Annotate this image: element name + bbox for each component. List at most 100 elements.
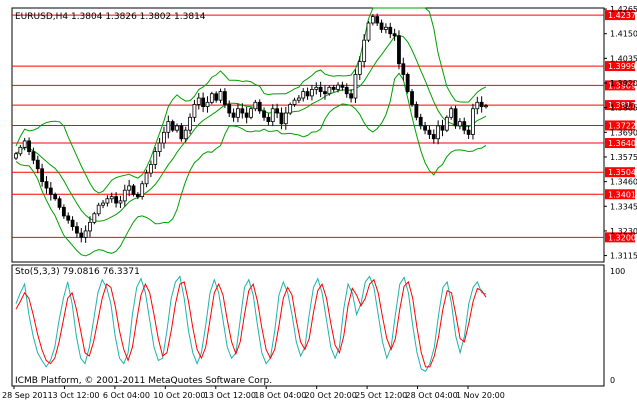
candle-body [166,121,171,133]
candle-body [53,194,58,200]
time-tick-label: 10 Oct 20:00 [153,391,205,400]
hline-tag-label: 1.3640 [608,139,636,148]
candle-body [423,125,427,131]
price-tick-label: 1.3115 [610,252,637,261]
hline-tag-label: 1.3999 [608,62,636,71]
time-tick-label: 6 Oct 04:00 [103,391,150,400]
candle-body [449,108,454,118]
time-tick-label: 28 Sep 2011 [2,391,53,400]
candle-body [340,84,345,88]
candle-body [83,230,88,238]
candle-body [227,104,232,114]
candle-body [149,164,153,174]
candles-layer [14,13,488,243]
candle-body [135,194,140,198]
candle-body [118,200,123,204]
candle-body [222,91,227,105]
hline-tag-label: 1.3909 [608,81,636,90]
candle-body [384,26,388,30]
candle-body [153,151,158,165]
horizontal-lines-layer: 1.4237 1.3999 1.3909 1.3817 1.3722 1.3640 1.35… [12,10,636,243]
candle-body [357,61,362,75]
stochastic-header: Sto(5,3,3) 79.0816 76.3371 [15,267,140,277]
candle-body [479,101,484,107]
candle-body [436,125,441,140]
candle-body [275,108,280,114]
time-tick-label: 20 Oct 20:00 [305,391,357,400]
candle-body [370,16,375,24]
candle-body [35,159,40,170]
candle-body [162,131,166,144]
candle-body [305,91,310,97]
candle-body [327,86,332,95]
candle-body [236,108,240,118]
candle-body [270,108,275,123]
time-tick-label: 1 Nov 20:00 [456,391,505,400]
time-axis: 28 Sep 2011 3 Oct 12:00 6 Oct 04:00 10 Oct … [2,386,505,400]
price-tick-label: 1.4150 [610,30,637,39]
candle-body [253,101,258,110]
candle-body [175,125,179,131]
time-tick-label: 25 Oct 12:00 [355,391,407,400]
candle-body [40,168,45,183]
candle-body [22,140,27,148]
candle-body [44,181,49,189]
candle-body [362,39,367,62]
candle-body [66,215,71,221]
candle-body [471,108,475,135]
hline-tag [605,10,635,21]
hline-tag-label: 1.3504 [608,168,636,177]
price-tick-label: 1.3460 [610,178,637,187]
candle-body [75,226,79,234]
candle-body [96,204,101,215]
candle-body [379,22,384,30]
candle-body [314,86,319,90]
candle-body [144,172,149,185]
candle-body [375,16,380,24]
candle-body [48,187,53,195]
stoch-tick-label: 100 [610,267,625,276]
hline-tag [605,61,635,72]
candle-body [170,121,175,131]
candle-body [209,93,214,103]
price-tick-label: 1.3230 [610,227,637,236]
price-tick-label: 1.3690 [610,128,637,137]
candle-body [453,108,458,127]
hline-tag-label: 1.4237 [608,11,636,20]
candle-body [179,125,184,140]
candle-body [122,189,127,202]
price-tick-label: 1.3575 [610,153,637,162]
candle-body [218,91,223,101]
hline-tag [605,232,635,243]
time-tick-label: 3 Oct 12:00 [52,391,99,400]
candle-body [92,213,97,223]
candle-body [127,185,132,191]
candle-body [249,108,253,118]
price-tick-label: 1.3805 [610,104,637,113]
candle-body [240,108,245,114]
candle-body [301,91,306,99]
candle-body [366,22,371,41]
candle-body [323,91,327,95]
stochastic-lines-layer [15,275,487,372]
candle-body [296,97,301,101]
band-upper [15,7,487,194]
candle-body [397,35,401,65]
price-tick-label: 1.4035 [610,54,637,63]
hline-tag [605,100,635,111]
candle-body [462,121,467,131]
candle-body [444,116,449,131]
candle-body [14,153,18,159]
hline-tag-label: 1.3722 [608,121,636,130]
candle-body [336,84,340,90]
candle-body [279,112,284,125]
candle-body [188,116,192,131]
price-tick-label: 1.4265 [610,5,637,14]
candle-body [457,121,462,127]
candle-body [140,183,145,198]
candle-body [410,91,414,105]
time-tick-label: 13 Oct 12:00 [204,391,256,400]
candle-body [288,104,293,114]
candle-body [466,129,471,135]
